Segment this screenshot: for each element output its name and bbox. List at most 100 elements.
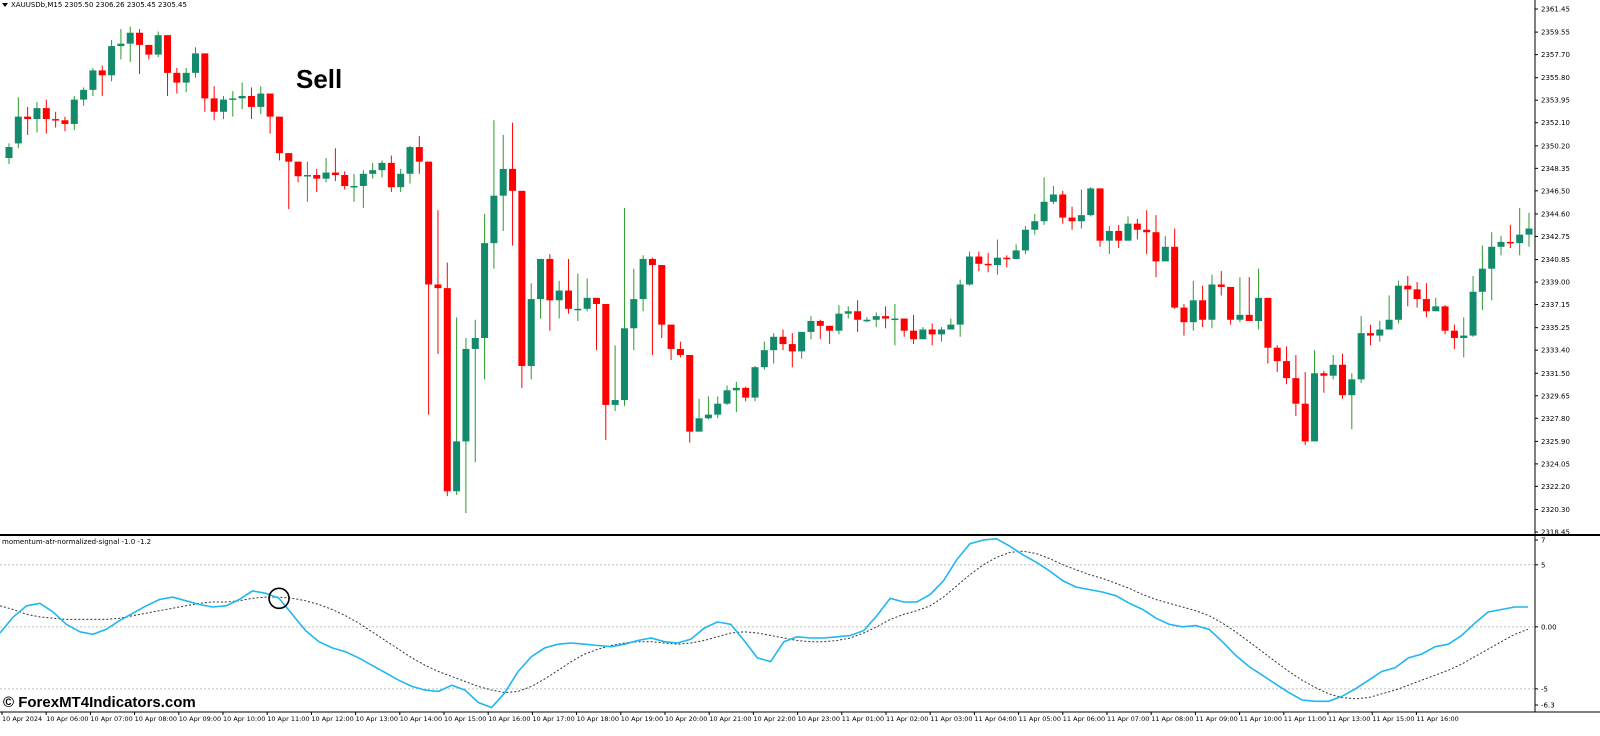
candle-body xyxy=(164,35,172,73)
candle xyxy=(704,396,712,420)
candle-body xyxy=(984,263,992,266)
candle xyxy=(546,254,554,331)
candle-body xyxy=(742,387,750,398)
candle xyxy=(1394,280,1402,324)
candle xyxy=(1264,297,1272,364)
candle xyxy=(14,97,22,149)
candle-body xyxy=(192,53,200,73)
candle xyxy=(1357,316,1365,384)
candle-body xyxy=(1376,329,1384,336)
candle-body xyxy=(61,120,69,124)
candle-body xyxy=(80,89,88,100)
candle xyxy=(751,365,759,402)
candle-body xyxy=(5,147,13,158)
candle-body xyxy=(145,44,153,55)
candle xyxy=(471,319,479,463)
candle-body xyxy=(397,173,405,188)
candle-body xyxy=(1469,291,1477,336)
price-tick-label: 2342.75 xyxy=(1541,233,1570,241)
candle xyxy=(294,161,302,183)
candle-body xyxy=(219,99,227,112)
time-tick-label: 11 Apr 06:00 xyxy=(1063,715,1105,723)
candle-body xyxy=(266,93,274,117)
time-tick-label: 10 Apr 09:00 xyxy=(179,715,221,723)
price-tick-label: 2329.65 xyxy=(1541,392,1570,400)
candle-body xyxy=(686,355,694,432)
candle xyxy=(1273,345,1281,373)
candle-body xyxy=(1422,299,1430,312)
candle-body xyxy=(639,258,647,300)
candle xyxy=(5,143,13,165)
price-tick-label: 2322.20 xyxy=(1541,483,1570,491)
candle-body xyxy=(42,108,50,120)
candle xyxy=(788,333,796,368)
candle-body xyxy=(98,70,106,76)
candle xyxy=(938,327,946,342)
symbol-info: XAUUSDb,M15 2305.50 2306.26 2305.45 2305… xyxy=(11,1,187,9)
candle xyxy=(844,306,852,319)
candle-body xyxy=(378,162,386,171)
candle-body xyxy=(910,330,918,340)
candle xyxy=(247,87,255,120)
candle xyxy=(1115,224,1123,248)
candle xyxy=(1422,283,1430,318)
candle-body xyxy=(835,313,843,331)
candle xyxy=(956,279,964,337)
candle-body xyxy=(1301,403,1309,442)
candle-body xyxy=(1413,289,1421,300)
candle xyxy=(1049,185,1057,205)
candle xyxy=(1348,373,1356,430)
candle-body xyxy=(117,43,125,47)
candle xyxy=(592,297,600,351)
time-tick-label: 11 Apr 11:00 xyxy=(1284,715,1326,723)
candle xyxy=(136,29,144,75)
candle xyxy=(108,40,116,82)
candle xyxy=(1180,303,1188,336)
candle xyxy=(350,173,358,202)
candle xyxy=(1338,353,1346,399)
candle xyxy=(1376,320,1384,342)
time-tick-label: 10 Apr 10:00 xyxy=(223,715,265,723)
candle xyxy=(1525,212,1533,247)
candle xyxy=(518,190,526,388)
candle xyxy=(481,213,489,380)
candle-body xyxy=(965,256,973,285)
candle xyxy=(919,327,927,340)
candle-body xyxy=(1227,286,1235,320)
candle-body xyxy=(1329,364,1337,376)
indicator-title: momentum-atr-normalized-signal -1.0 -1.2 xyxy=(2,538,152,546)
candle xyxy=(639,255,647,312)
candle-body xyxy=(1525,228,1533,235)
candle xyxy=(303,161,311,202)
candle xyxy=(1040,177,1048,225)
candle-body xyxy=(788,344,796,352)
candle-body xyxy=(779,336,787,345)
candle xyxy=(900,318,908,337)
candle xyxy=(238,82,246,110)
crossover-circle-marker xyxy=(268,587,290,610)
candle xyxy=(1217,271,1225,296)
candle-body xyxy=(844,311,852,314)
price-tick-label: 2340.85 xyxy=(1541,256,1570,264)
candle xyxy=(415,136,423,174)
candle-body xyxy=(807,320,815,332)
candle xyxy=(1236,277,1244,323)
candle-body xyxy=(714,403,722,415)
candle xyxy=(527,283,535,380)
candle-body xyxy=(592,297,600,304)
candle xyxy=(201,53,209,112)
candle xyxy=(453,317,461,495)
watermark: © ForexMT4Indicators.com xyxy=(3,694,196,711)
candle-body xyxy=(33,108,41,120)
price-tick-label: 2344.60 xyxy=(1541,210,1570,218)
candle xyxy=(369,162,377,179)
candle xyxy=(285,153,293,210)
price-tick-label: 2357.70 xyxy=(1541,51,1570,59)
candle xyxy=(565,258,573,314)
momentum-line xyxy=(0,537,1528,709)
candle xyxy=(993,239,1001,275)
candle-body xyxy=(1217,284,1225,287)
candle-body xyxy=(947,324,955,330)
candle xyxy=(266,93,274,134)
candle-body xyxy=(1255,297,1263,321)
